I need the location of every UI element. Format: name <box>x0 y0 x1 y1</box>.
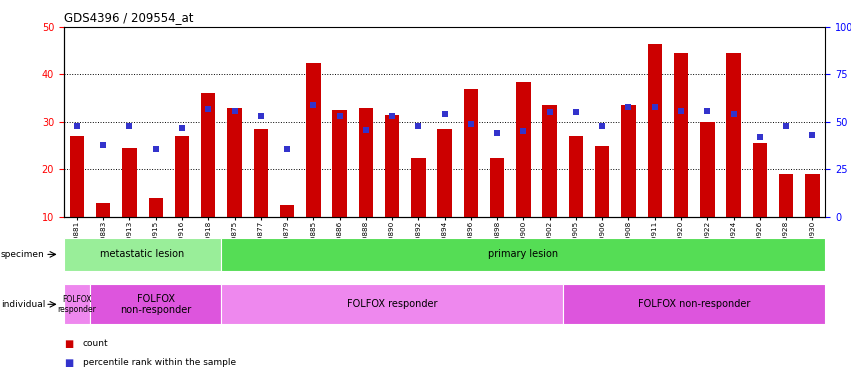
Bar <box>333 110 347 217</box>
Point <box>517 128 530 134</box>
Point <box>202 106 215 112</box>
Point <box>333 113 346 119</box>
Bar <box>201 93 215 217</box>
Text: FOLFOX
responder: FOLFOX responder <box>58 295 96 314</box>
Bar <box>254 129 268 217</box>
Text: percentile rank within the sample: percentile rank within the sample <box>83 358 236 367</box>
Point <box>780 122 793 129</box>
Point <box>386 113 399 119</box>
Point <box>622 104 636 110</box>
Bar <box>64 238 221 271</box>
Bar <box>517 81 531 217</box>
Point <box>464 121 477 127</box>
Bar <box>227 108 242 217</box>
Point <box>490 130 504 136</box>
Text: ■: ■ <box>64 358 73 368</box>
Bar <box>280 205 294 217</box>
Point <box>412 122 426 129</box>
Bar <box>542 105 557 217</box>
Bar <box>358 108 373 217</box>
Text: individual: individual <box>1 300 45 309</box>
Point <box>123 122 136 129</box>
Bar <box>464 89 478 217</box>
Text: primary lesion: primary lesion <box>488 249 558 260</box>
Point <box>228 108 242 114</box>
Bar <box>123 148 137 217</box>
Bar <box>221 238 825 271</box>
Point <box>70 122 83 129</box>
Text: metastatic lesion: metastatic lesion <box>100 249 185 260</box>
Bar <box>411 157 426 217</box>
Point <box>596 122 609 129</box>
Bar <box>221 284 563 324</box>
Bar <box>779 174 793 217</box>
Bar <box>90 284 221 324</box>
Point <box>149 146 163 152</box>
Bar <box>437 129 452 217</box>
Text: ■: ■ <box>64 339 73 349</box>
Bar <box>174 136 189 217</box>
Point <box>700 108 714 114</box>
Bar <box>752 143 767 217</box>
Bar <box>621 105 636 217</box>
Text: FOLFOX responder: FOLFOX responder <box>347 299 437 310</box>
Point <box>648 104 661 110</box>
Bar <box>674 53 688 217</box>
Point <box>727 111 740 118</box>
Text: FOLFOX
non-responder: FOLFOX non-responder <box>120 293 191 315</box>
Bar <box>149 198 163 217</box>
Point <box>254 113 267 119</box>
Point <box>543 109 557 116</box>
Bar <box>563 284 825 324</box>
Bar <box>568 136 583 217</box>
Point <box>306 102 320 108</box>
Bar <box>700 122 715 217</box>
Text: count: count <box>83 339 108 348</box>
Point <box>437 111 451 118</box>
Point <box>280 146 294 152</box>
Bar <box>805 174 820 217</box>
Text: specimen: specimen <box>1 250 44 259</box>
Bar <box>648 43 662 217</box>
Point <box>806 132 820 138</box>
Bar <box>385 115 399 217</box>
Bar <box>70 136 84 217</box>
Bar <box>595 146 609 217</box>
Text: GDS4396 / 209554_at: GDS4396 / 209554_at <box>64 12 193 25</box>
Text: FOLFOX non-responder: FOLFOX non-responder <box>638 299 751 310</box>
Bar <box>490 157 505 217</box>
Bar <box>726 53 740 217</box>
Point <box>753 134 767 140</box>
Point <box>96 142 110 148</box>
Point <box>359 126 373 132</box>
Bar <box>96 203 111 217</box>
Point <box>569 109 583 116</box>
Bar <box>306 63 321 217</box>
Bar <box>64 284 90 324</box>
Point <box>175 124 189 131</box>
Point <box>674 108 688 114</box>
